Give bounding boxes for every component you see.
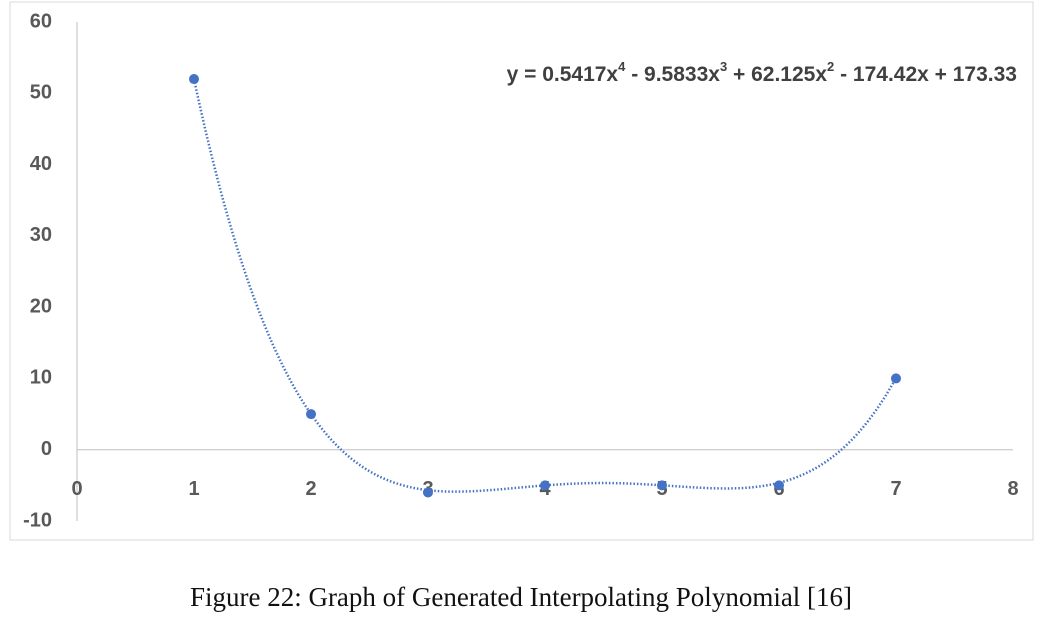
exponent: 4	[618, 59, 626, 74]
data-point	[540, 480, 550, 491]
data-point	[423, 487, 433, 498]
data-point	[189, 74, 199, 85]
x-tick-label: 2	[305, 478, 316, 500]
x-tick-label: 7	[890, 478, 901, 500]
y-tick-label: -10	[23, 509, 52, 531]
y-tick-label: 20	[30, 295, 52, 317]
data-point	[657, 480, 667, 491]
y-tick-label: 50	[30, 82, 52, 104]
y-tick-label: 10	[30, 367, 52, 389]
exponent: 3	[720, 59, 727, 74]
equation-part: + 62.125x	[727, 63, 827, 86]
x-tick-label: 0	[71, 478, 82, 500]
y-tick-label: 60	[30, 10, 52, 32]
y-tick-label: 30	[30, 224, 52, 246]
data-point	[891, 373, 901, 384]
exponent: 2	[827, 59, 834, 74]
trendline-equation: y = 0.5417x4 - 9.5833x3 + 62.125x2 - 174…	[507, 59, 1017, 86]
x-tick-label: 1	[188, 478, 199, 500]
equation-part: y = 0.5417x	[507, 63, 619, 86]
chart-border	[9, 1, 1034, 541]
data-point	[774, 480, 784, 491]
data-point	[306, 409, 316, 420]
y-tick-label: 40	[30, 153, 52, 175]
y-tick-label: 0	[41, 438, 52, 460]
equation-part: - 9.5833x	[625, 63, 720, 86]
x-tick-label: 8	[1007, 478, 1018, 500]
equation-part: - 174.42x + 173.33	[834, 63, 1017, 86]
caption: Figure 22: Graph of Generated Interpolat…	[190, 582, 852, 612]
